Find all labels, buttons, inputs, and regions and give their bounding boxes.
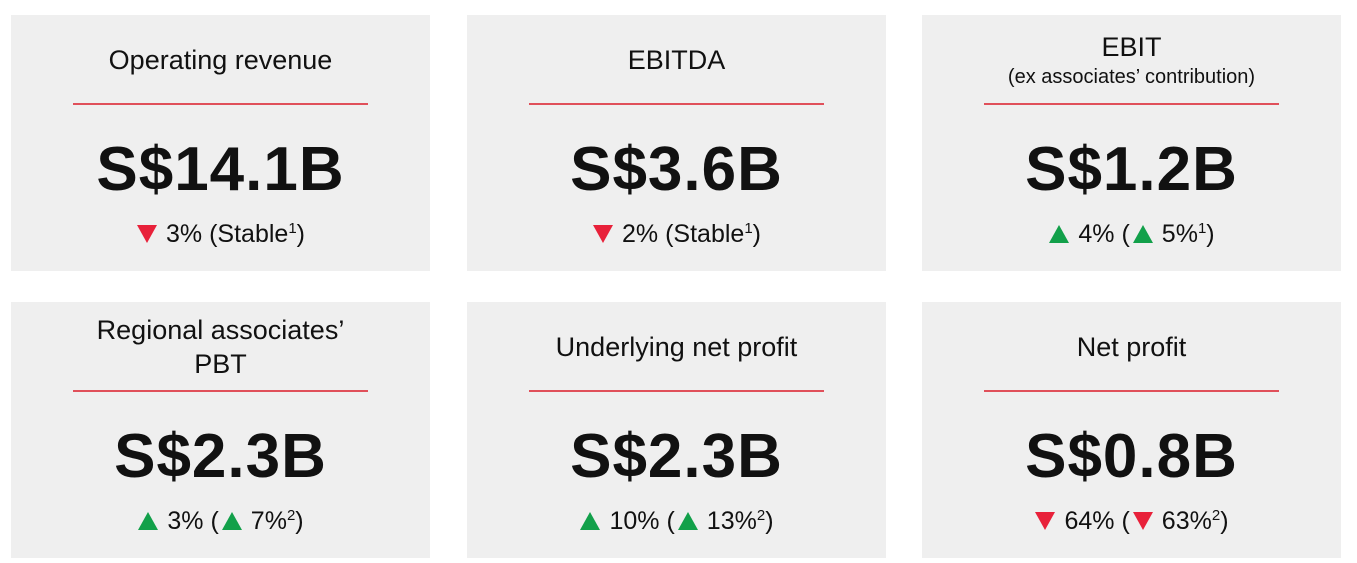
arrow-up: [1132, 225, 1153, 243]
change-text: 2% (Stable: [622, 220, 745, 248]
arrow-shape: [1132, 512, 1153, 530]
change-text: 13%: [706, 507, 757, 535]
arrow-up: [138, 512, 159, 530]
arrow-down: [593, 225, 614, 243]
arrow-down: [1132, 512, 1153, 530]
kpi-card: EBITDA S$3.6B 2% (Stable1): [467, 15, 886, 271]
change-text: ): [296, 220, 305, 248]
card-title: EBIT (ex associates’ contribution): [922, 25, 1341, 95]
change-text: ): [1220, 507, 1229, 535]
arrow-shape: [1049, 225, 1070, 243]
card-subtitle: (ex associates’ contribution): [1007, 66, 1256, 88]
footnote-ref: 1: [1197, 220, 1207, 237]
arrow-shape: [137, 225, 158, 243]
arrow-shape: [138, 512, 159, 530]
kpi-change: 64% ( 63%2): [922, 505, 1341, 537]
kpi-change: 4% ( 5%1): [922, 218, 1341, 250]
kpi-value: S$14.1B: [96, 135, 345, 204]
title-line: EBIT: [1101, 32, 1162, 62]
kpi-change: 2% (Stable1): [467, 218, 886, 250]
arrow-up: [221, 512, 242, 530]
divider: [984, 103, 1279, 105]
title-line: EBITDA: [627, 45, 726, 75]
divider: [529, 390, 824, 392]
arrow-up: [677, 512, 698, 530]
arrow-shape: [1035, 512, 1056, 530]
arrow-shape: [593, 225, 614, 243]
arrow-down: [137, 225, 158, 243]
kpi-change: 3% ( 7%2): [11, 505, 430, 537]
title-line: Underlying net profit: [555, 332, 798, 362]
title-line: PBT: [194, 349, 247, 379]
arrow-shape: [677, 512, 698, 530]
change-text: 63%: [1161, 507, 1212, 535]
change-text: ): [1206, 220, 1215, 248]
arrow-up: [580, 512, 601, 530]
card-title: EBITDA: [467, 25, 886, 95]
kpi-value: S$0.8B: [1025, 422, 1238, 491]
arrow-shape: [221, 512, 242, 530]
footnote-ref: 1: [744, 220, 753, 237]
change-text: 7%: [250, 507, 287, 535]
card-title: Operating revenue: [11, 25, 430, 95]
divider: [73, 103, 368, 105]
kpi-card: Underlying net profit S$2.3B 10% ( 13%2): [467, 302, 886, 558]
divider: [73, 390, 368, 392]
kpi-value: S$2.3B: [114, 422, 327, 491]
footnote-ref: 2: [756, 507, 766, 524]
kpi-change: 3% (Stable1): [11, 218, 430, 250]
arrow-shape: [1132, 225, 1153, 243]
footnote-ref: 1: [288, 220, 297, 237]
change-text: 5%: [1161, 220, 1198, 248]
title-line: Operating revenue: [108, 45, 333, 75]
kpi-card: Regional associates’ PBT S$2.3B 3% ( 7%2): [11, 302, 430, 558]
change-text: ): [295, 507, 304, 535]
card-title: Regional associates’ PBT: [11, 312, 430, 382]
kpi-value: S$1.2B: [1025, 135, 1238, 204]
kpi-card: EBIT (ex associates’ contribution) S$1.2B 4…: [922, 15, 1341, 271]
card-title: Net profit: [922, 312, 1341, 382]
change-text: 64% (: [1064, 507, 1130, 535]
change-text: 4% (: [1078, 220, 1130, 248]
change-text: 10% (: [609, 507, 675, 535]
divider: [529, 103, 824, 105]
footnote-ref: 2: [1211, 507, 1221, 524]
change-text: 3% (: [167, 507, 219, 535]
arrow-shape: [580, 512, 601, 530]
kpi-card: Net profit S$0.8B 64% ( 63%2): [922, 302, 1341, 558]
kpi-card: Operating revenue S$14.1B 3% (Stable1): [11, 15, 430, 271]
change-text: ): [752, 220, 761, 248]
kpi-value: S$3.6B: [570, 135, 783, 204]
title-line: Regional associates’: [96, 315, 345, 345]
kpi-value: S$2.3B: [570, 422, 783, 491]
arrow-up: [1049, 225, 1070, 243]
title-line: Net profit: [1076, 332, 1187, 362]
change-text: ): [765, 507, 774, 535]
card-title: Underlying net profit: [467, 312, 886, 382]
kpi-change: 10% ( 13%2): [467, 505, 886, 537]
footnote-ref: 2: [286, 507, 296, 524]
divider: [984, 390, 1279, 392]
arrow-down: [1035, 512, 1056, 530]
change-text: 3% (Stable: [166, 220, 289, 248]
